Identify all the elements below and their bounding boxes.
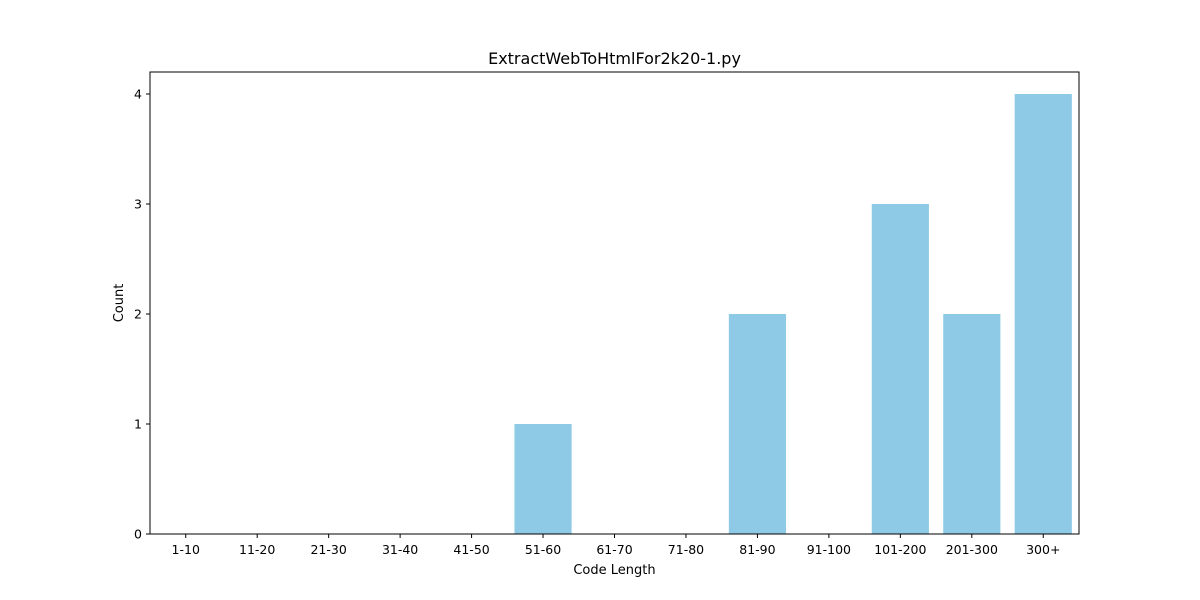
x-tick-label: 71-80 (668, 542, 704, 557)
x-tick-label: 91-100 (807, 542, 851, 557)
x-tick-label: 300+ (1026, 542, 1060, 557)
bar-300+ (1014, 94, 1072, 534)
x-tick-label: 11-20 (239, 542, 275, 557)
y-axis-label: Count (112, 284, 127, 323)
y-tick-label: 3 (134, 197, 142, 212)
y-tick-label: 1 (134, 417, 142, 432)
x-tick-label: 1-10 (172, 542, 200, 557)
x-tick-label: 81-90 (739, 542, 775, 557)
x-tick-label: 101-200 (874, 542, 926, 557)
bars-group (514, 94, 1072, 534)
x-axis-label: Code Length (573, 563, 655, 578)
y-tick-label: 4 (134, 87, 142, 102)
x-tick-label: 21-30 (310, 542, 346, 557)
x-tick-label: 61-70 (596, 542, 632, 557)
x-tick-label: 51-60 (525, 542, 561, 557)
x-tick-label: 41-50 (453, 542, 489, 557)
bar-201-300 (943, 314, 1001, 534)
y-axis-ticks: 0 1 2 3 4 (134, 87, 150, 542)
bar-81-90 (728, 314, 787, 534)
x-axis-ticks: 1-10 11-20 21-30 31-40 41-50 51-60 61-70 71-80 8… (172, 534, 1060, 557)
x-tick-label: 201-300 (946, 542, 998, 557)
bar-51-60 (514, 424, 572, 534)
y-tick-label: 2 (134, 307, 142, 322)
plot-frame (149, 71, 1080, 535)
chart-title: ExtractWebToHtmlFor2k20-1.py (488, 49, 741, 68)
x-tick-label: 31-40 (382, 542, 418, 557)
bar-101-200 (871, 204, 929, 534)
y-tick-label: 0 (134, 527, 142, 542)
